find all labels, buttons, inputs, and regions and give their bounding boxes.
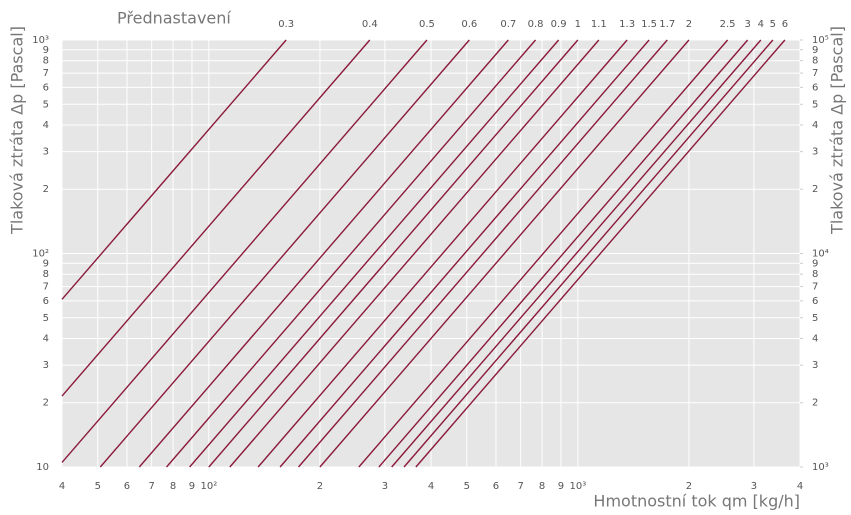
y-tick-label: 6: [43, 82, 49, 93]
y-tick-label: 8: [43, 56, 49, 67]
x-tick-label: 5: [464, 481, 470, 492]
y2-tick-label: 5: [812, 313, 818, 324]
series-label: 0.7: [500, 19, 516, 30]
y2-tick-label: 6: [812, 82, 818, 93]
y-tick-label: 9: [43, 258, 49, 269]
y-tick-label: 5: [43, 313, 49, 324]
preset-line: [61, 39, 428, 463]
x-tick-label: 10²: [200, 481, 217, 492]
series-label: 0.4: [362, 19, 378, 30]
preset-line: [208, 39, 579, 468]
x-tick-label: 3: [382, 481, 388, 492]
y2-tick-label: 10³: [812, 462, 829, 473]
series-label: 1.3: [619, 19, 635, 30]
x-tick-label: 4: [797, 481, 803, 492]
series-label: 1: [575, 19, 581, 30]
x-tick-label: 9: [189, 481, 195, 492]
y-tick-label: 9: [43, 45, 49, 56]
y-tick-label: 6: [43, 296, 49, 307]
y2-tick-label: 5: [812, 99, 818, 110]
series-label: 0.8: [528, 19, 544, 30]
preset-line: [99, 39, 470, 468]
series-label: 2: [686, 19, 692, 30]
x-tick-label: 7: [148, 481, 154, 492]
preset-line: [189, 39, 560, 468]
series-label: 3: [744, 19, 750, 30]
y2-tick-label: 2: [812, 184, 818, 195]
y-tick-label: 5: [43, 99, 49, 110]
preset-line: [415, 39, 786, 468]
y2-tick-label: 3: [812, 360, 818, 371]
series-label: 4: [758, 19, 764, 30]
x-tick-label: 9: [558, 481, 564, 492]
x-tick-label: 4: [428, 481, 434, 492]
x-tick-label: 3: [751, 481, 757, 492]
y2-tick-label: 8: [812, 56, 818, 67]
series-label: 5: [770, 19, 776, 30]
x-tick-label: 10³: [569, 481, 586, 492]
series-label: 0.3: [278, 19, 294, 30]
x-tick-label: 6: [124, 481, 130, 492]
series-label: 1.5: [641, 19, 657, 30]
series-label: 0.6: [461, 19, 477, 30]
preset-line: [138, 39, 509, 468]
x-tick-label: 2: [317, 481, 323, 492]
x-axis-label: Hmotnostní tok qm [kg/h]: [593, 492, 800, 511]
y-tick-label: 4: [43, 120, 49, 131]
x-tick-label: 4: [59, 481, 65, 492]
preset-line: [358, 39, 729, 468]
series-label: 6: [782, 19, 788, 30]
preset-line: [257, 39, 628, 468]
y2-tick-label: 8: [812, 269, 818, 280]
preset-line: [297, 39, 668, 468]
x-tick-label: 7: [517, 481, 523, 492]
y2-tick-label: 4: [812, 120, 818, 131]
series-label: 1.1: [591, 19, 607, 30]
x-tick-label: 2: [686, 481, 692, 492]
y2-tick-label: 2: [812, 398, 818, 409]
y-tick-label: 10: [36, 462, 49, 473]
y2-tick-label: 10⁵: [812, 35, 829, 46]
y2-tick-label: 7: [812, 282, 818, 293]
y-tick-label: 2: [43, 398, 49, 409]
series-label: 0.5: [419, 19, 435, 30]
y2-tick-label: 4: [812, 333, 818, 344]
x-tick-label: 5: [95, 481, 101, 492]
x-tick-label: 6: [493, 481, 499, 492]
y-tick-label: 8: [43, 269, 49, 280]
y-tick-label: 7: [43, 282, 49, 293]
y-tick-label: 10²: [32, 249, 49, 260]
preset-line: [391, 39, 762, 468]
y2-tick-label: 9: [812, 258, 818, 269]
y2-tick-label: 7: [812, 68, 818, 79]
y2-tick-label: 6: [812, 296, 818, 307]
x-tick-label: 8: [539, 481, 545, 492]
preset-line: [378, 39, 749, 468]
y-tick-label: 7: [43, 68, 49, 79]
preset-line: [61, 39, 371, 397]
y2-axis-label: Tlaková ztráta Δp [Pascal]: [828, 26, 847, 235]
x-tick-label: 8: [170, 481, 176, 492]
y2-tick-label: 9: [812, 45, 818, 56]
y2-tick-label: 10⁴: [812, 249, 829, 260]
preset-line: [279, 39, 650, 468]
preset-line: [61, 39, 287, 300]
y-tick-label: 2: [43, 184, 49, 195]
y2-tick-label: 3: [812, 147, 818, 158]
preset-line: [403, 39, 774, 468]
series-label: 0.9: [551, 19, 567, 30]
y-tick-label: 3: [43, 147, 49, 158]
y-tick-label: 3: [43, 360, 49, 371]
preset-line: [166, 39, 537, 468]
series-label: 2.5: [720, 19, 736, 30]
y-axis-label: Tlaková ztráta Δp [Pascal]: [8, 26, 27, 235]
preset-line: [229, 39, 600, 468]
preset-line: [319, 39, 690, 468]
y-tick-label: 4: [43, 333, 49, 344]
y-tick-label: 10³: [32, 35, 49, 46]
series-label: 1.7: [659, 19, 675, 30]
series-title: Přednastavení: [117, 9, 231, 28]
